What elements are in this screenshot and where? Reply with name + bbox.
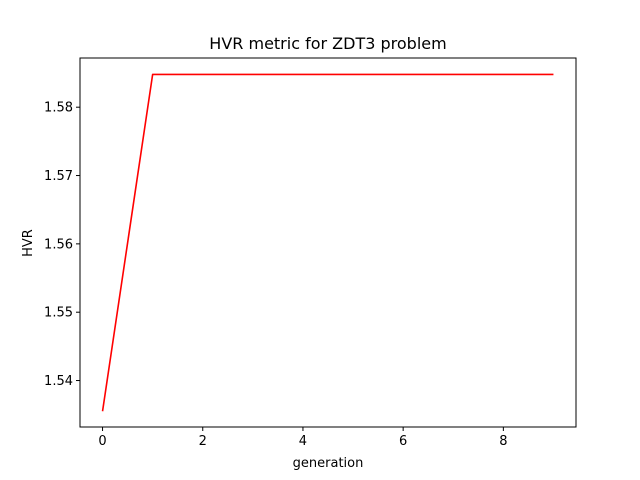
x-axis-ticks: 0 2 4 6 8 — [98, 427, 507, 449]
y-tick-label: 1.58 — [44, 101, 73, 116]
axes-frame — [79, 57, 577, 428]
plot-area — [101, 73, 554, 412]
x-axis-label: generation — [293, 456, 364, 471]
y-tick-label: 1.54 — [44, 374, 73, 389]
y-tick-label: 1.57 — [44, 169, 73, 184]
y-axis-label: HVR — [21, 229, 36, 257]
y-axis-ticks: 1.54 1.55 1.56 1.57 1.58 — [44, 101, 80, 389]
x-tick-label: 4 — [299, 434, 307, 449]
x-tick-label: 0 — [98, 434, 106, 449]
x-tick-label: 2 — [199, 434, 207, 449]
y-tick-label: 1.55 — [44, 306, 73, 321]
chart-title: HVR metric for ZDT3 problem — [209, 34, 446, 53]
series-line-0 — [101, 73, 554, 412]
x-tick-label: 8 — [499, 434, 507, 449]
y-tick-label: 1.56 — [44, 237, 73, 252]
x-tick-label: 6 — [399, 434, 407, 449]
